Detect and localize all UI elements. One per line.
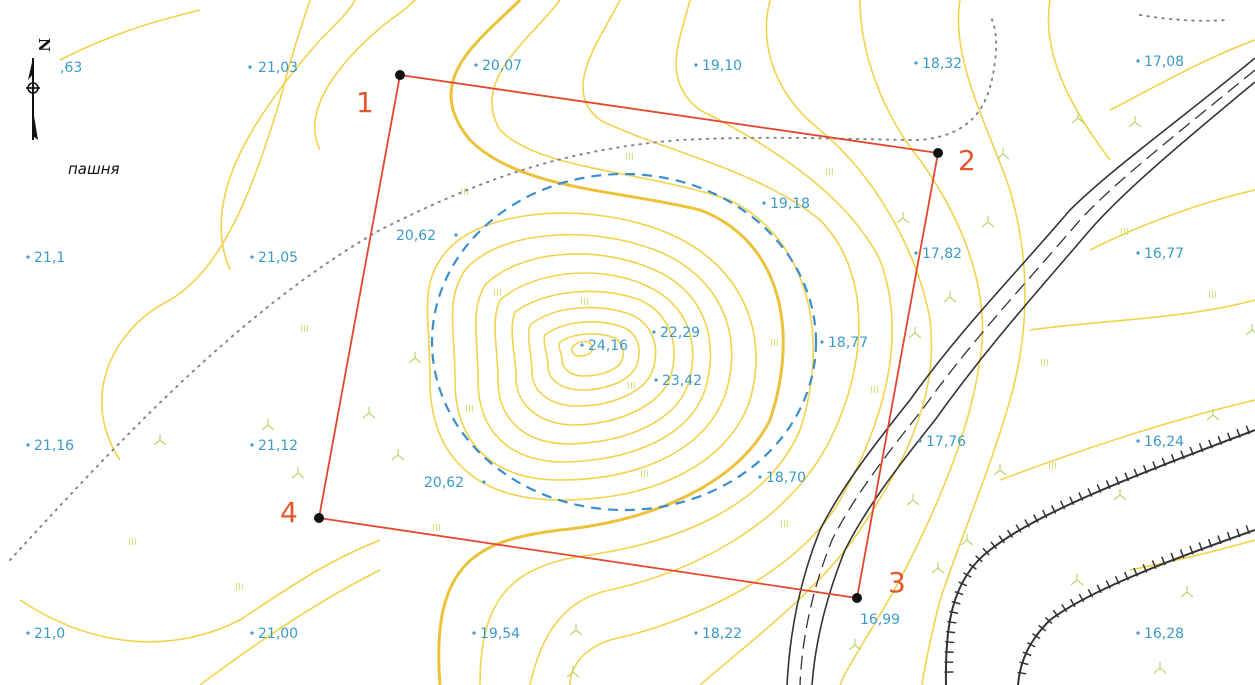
corner-point-1 — [395, 70, 405, 80]
svg-text:III: III — [640, 469, 649, 480]
svg-text:III: III — [465, 404, 474, 415]
spot-elevation: 16,28 — [1144, 626, 1184, 642]
spot-elevation: 21,03 — [258, 60, 298, 76]
spot-elevation: 18,32 — [922, 56, 962, 72]
north-arrow: N — [26, 38, 53, 140]
svg-text:III: III — [460, 187, 469, 198]
spot-elevation: 17,08 — [1144, 54, 1184, 70]
meadow-symbols — [153, 112, 1255, 678]
svg-text:III: III — [300, 324, 309, 335]
embankment — [944, 422, 1255, 685]
spot-elevation: 18,77 — [828, 335, 868, 351]
spot-elevation: 17,82 — [922, 246, 962, 262]
corner-label-1: 1 — [356, 86, 374, 119]
svg-text:III: III — [1040, 358, 1049, 369]
land-use-label: пашня — [68, 160, 120, 178]
corner-points — [314, 70, 943, 603]
spot-elevation: 21,05 — [258, 250, 298, 266]
spot-elevation: 21,1 — [34, 250, 65, 266]
spot-elevation: 22,29 — [660, 325, 700, 341]
corner-point-3 — [852, 593, 862, 603]
spot-elevation: ,63 — [60, 60, 82, 76]
spot-elevation: 19,54 — [480, 626, 520, 642]
corner-point-2 — [933, 148, 943, 158]
spot-elevation: 16,99 — [860, 612, 900, 628]
spot-elevation: 20,62 — [396, 228, 436, 244]
spot-elevation: 23,42 — [662, 373, 702, 389]
svg-text:III: III — [1208, 290, 1217, 301]
spot-elevation: 21,00 — [258, 626, 298, 642]
corner-label-3: 3 — [888, 566, 906, 599]
svg-text:III: III — [580, 297, 589, 308]
north-label: N — [35, 38, 53, 52]
svg-text:III: III — [625, 152, 634, 163]
corner-point-4 — [314, 513, 324, 523]
spot-elevation: 19,18 — [770, 196, 810, 212]
spot-elevation: 24,16 — [588, 338, 628, 354]
corner-labels: 1 2 3 4 — [280, 86, 976, 599]
buffer-zone-circle — [430, 172, 818, 512]
spot-elevation: 16,77 — [1144, 246, 1184, 262]
svg-text:III: III — [128, 537, 137, 548]
svg-text:III: III — [780, 519, 789, 530]
spot-elevation: 21,16 — [34, 438, 74, 454]
svg-text:III: III — [870, 385, 879, 396]
svg-text:III: III — [627, 381, 636, 392]
spot-elevations: ,63 21,03 20,07 19,10 18,32 17,08 19,18 … — [34, 54, 1184, 642]
spot-elevation: 16,24 — [1144, 434, 1184, 450]
spot-elevation: 21,0 — [34, 626, 65, 642]
spot-elevation: 21,12 — [258, 438, 298, 454]
svg-text:III: III — [1120, 227, 1129, 238]
road — [786, 57, 1255, 685]
svg-text:III: III — [432, 523, 441, 534]
hill-contours — [426, 212, 757, 501]
spot-elevation: 18,22 — [702, 626, 742, 642]
spot-elevation: 20,07 — [482, 58, 522, 74]
svg-text:III: III — [1048, 461, 1057, 472]
spot-elevation: 17,76 — [926, 434, 966, 450]
spot-markers — [26, 59, 1140, 635]
spot-elevation: 20,62 — [424, 475, 464, 491]
corner-label-2: 2 — [958, 144, 976, 177]
spot-elevation: 19,10 — [702, 58, 742, 74]
arable-boundary — [9, 14, 1226, 561]
svg-text:III: III — [825, 167, 834, 178]
svg-text:III: III — [770, 338, 779, 349]
corner-label-4: 4 — [280, 496, 298, 529]
svg-text:III: III — [493, 288, 502, 299]
svg-text:III: III — [235, 582, 244, 593]
spot-elevation: 18,70 — [766, 470, 806, 486]
